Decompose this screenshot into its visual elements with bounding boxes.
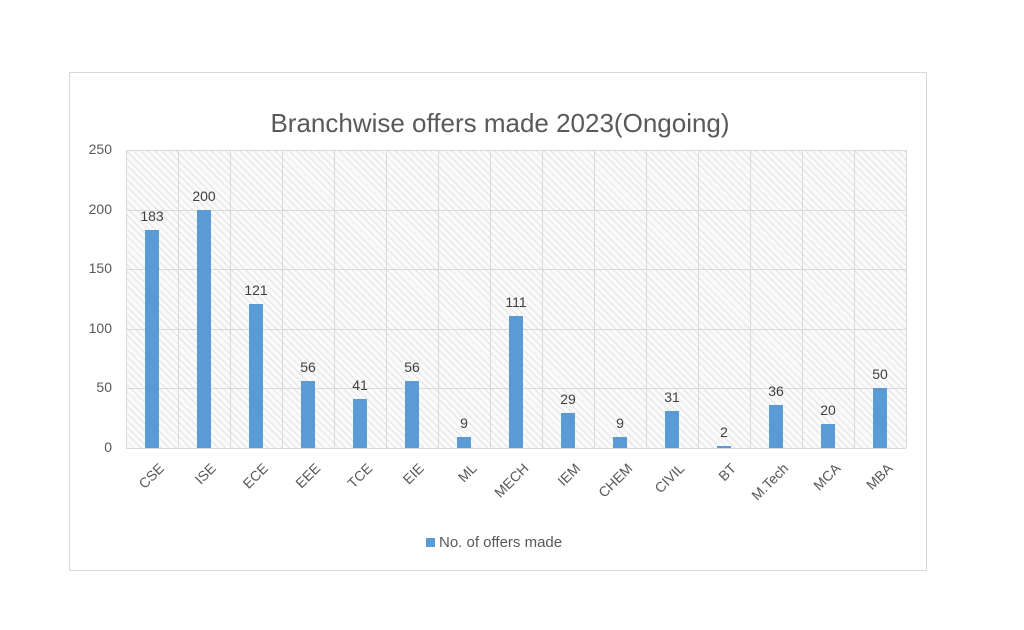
gridline-v [542, 150, 543, 448]
data-label: 121 [244, 281, 268, 298]
legend-swatch [426, 538, 435, 547]
gridline-h [126, 448, 906, 449]
bar-civil [665, 411, 679, 448]
y-tick-label: 50 [96, 379, 112, 396]
bar-eie [405, 381, 419, 448]
bar-mech [509, 315, 523, 448]
bar-mca [821, 424, 835, 448]
data-label: 56 [300, 359, 316, 376]
bar-chem [613, 437, 627, 448]
gridline-v [594, 150, 595, 448]
y-tick-label: 0 [104, 439, 112, 455]
gridline-v [802, 150, 803, 448]
data-label: 20 [820, 402, 836, 419]
gridline-v [282, 150, 283, 448]
legend-label: No. of offers made [439, 534, 563, 551]
y-tick-label: 100 [88, 319, 112, 336]
gridline-h [126, 269, 906, 271]
data-label: 41 [352, 377, 368, 394]
gridline-v [438, 150, 439, 448]
bar-tce [353, 399, 367, 448]
data-label: 9 [616, 415, 624, 432]
gridline-v [334, 150, 335, 448]
gridline-h [126, 150, 906, 151]
y-tick-label: 200 [88, 200, 112, 217]
data-label: 2 [720, 423, 728, 440]
bar-ece [249, 303, 263, 448]
data-label: 111 [505, 293, 527, 310]
data-label: 183 [140, 207, 164, 224]
gridline-h [126, 209, 906, 211]
bar-eee [301, 381, 315, 448]
data-label: 9 [460, 415, 468, 432]
bar-bt [717, 445, 731, 448]
data-label: 56 [404, 359, 420, 376]
gridline-v [906, 150, 907, 448]
chart-title: Branchwise offers made 2023(Ongoing) [270, 108, 730, 138]
gridline-v [230, 150, 231, 448]
gridline-v [750, 150, 751, 448]
y-tick-label: 150 [88, 260, 112, 277]
gridline-v [646, 150, 647, 448]
gridline-v [698, 150, 699, 448]
data-label: 31 [664, 389, 680, 406]
bar-ise [197, 209, 211, 448]
bar-mba [873, 388, 887, 448]
data-label: 29 [560, 391, 576, 408]
gridline-v [126, 150, 127, 448]
gridline-v [178, 150, 179, 448]
y-tick-label: 250 [88, 141, 112, 157]
bar-mtech [769, 405, 783, 448]
bar-cse [145, 229, 159, 448]
gridline-v [490, 150, 491, 448]
legend: No. of offers made [426, 534, 562, 551]
gridline-v [854, 150, 855, 448]
data-label: 36 [768, 383, 784, 400]
gridline-v [386, 150, 387, 448]
bar-iem [561, 413, 575, 448]
data-label: 50 [872, 366, 888, 383]
bar-ml [457, 437, 471, 448]
data-label: 200 [192, 187, 216, 204]
